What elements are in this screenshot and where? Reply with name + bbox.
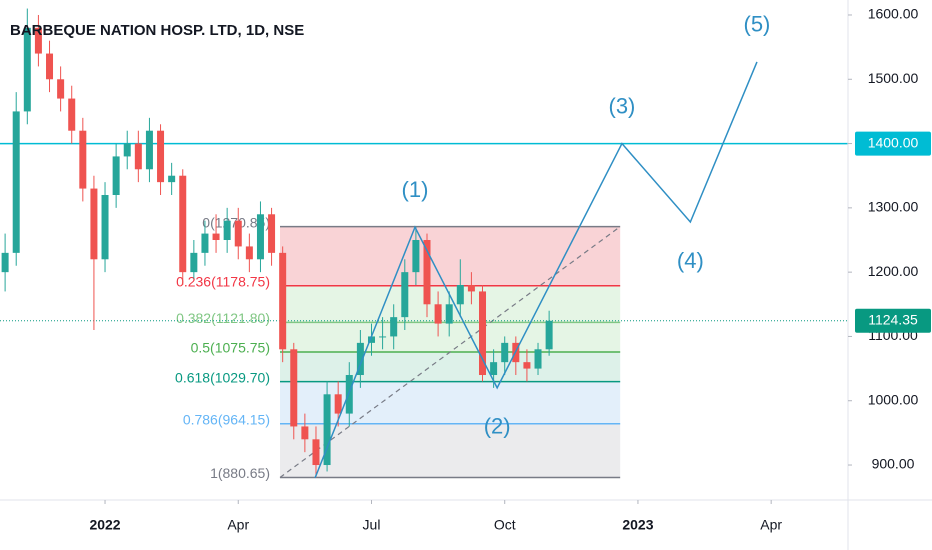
- candle-body: [12, 111, 20, 253]
- chart-title: BARBEQUE NATION HOSP. LTD, 1D, NSE: [10, 22, 304, 39]
- wave-label: (2): [484, 414, 511, 439]
- elliott-wave: [314, 61, 758, 479]
- candle-body: [168, 175, 176, 183]
- candle-body: [356, 342, 364, 376]
- candle-body: [212, 233, 220, 241]
- candle-body: [445, 304, 453, 324]
- fib-label: 1(880.65): [210, 465, 270, 481]
- candle-body: [90, 188, 98, 260]
- price-box-label: 1124.35: [868, 311, 918, 327]
- fib-label: 0.786(964.15): [183, 411, 270, 427]
- candle-body: [279, 252, 287, 350]
- candle-body: [345, 375, 353, 414]
- candle-body: [545, 320, 553, 350]
- candle-body: [112, 156, 120, 195]
- candle-body: [145, 130, 153, 170]
- candle-body: [501, 342, 509, 363]
- candle-body: [123, 143, 131, 157]
- candle-body: [523, 362, 531, 369]
- price-box-label: 1400.00: [868, 134, 919, 150]
- fib-zone: [280, 322, 621, 353]
- candle-body: [301, 426, 309, 440]
- candle-body: [68, 98, 76, 131]
- x-tick-label: Jul: [363, 517, 381, 533]
- x-tick-label: Apr: [760, 517, 782, 533]
- candle-body: [46, 53, 54, 80]
- candle-body: [57, 79, 65, 99]
- candle-body: [412, 240, 420, 273]
- wave-label: (4): [677, 248, 704, 273]
- fib-zone: [280, 352, 621, 382]
- fib-label: 0.382(1121.80): [176, 310, 270, 326]
- x-tick-label: 2023: [622, 517, 653, 533]
- y-tick-label: 1500.00: [868, 70, 919, 86]
- candle-body: [256, 214, 264, 260]
- fib-zone: [280, 423, 621, 478]
- wave-label: (3): [609, 93, 636, 118]
- y-tick-label: 1200.00: [868, 263, 919, 279]
- candle-body: [268, 214, 276, 253]
- candle-body: [323, 394, 331, 466]
- candle-body: [34, 27, 42, 54]
- candle-body: [1, 252, 9, 273]
- fib-zone: [280, 381, 621, 424]
- y-tick-label: 1300.00: [868, 199, 919, 215]
- candle-body: [490, 362, 498, 376]
- candle-body: [534, 349, 542, 369]
- candle-body: [290, 349, 298, 427]
- candle-body: [401, 272, 409, 318]
- x-tick-label: Apr: [227, 517, 249, 533]
- candle-body: [334, 394, 342, 414]
- candle-body: [234, 220, 242, 247]
- fib-trend: [279, 226, 621, 478]
- candle-body: [467, 285, 475, 292]
- candle-body: [479, 291, 487, 376]
- y-tick-label: 1600.00: [868, 6, 919, 22]
- candle-body: [79, 130, 87, 189]
- x-tick-label: Oct: [494, 517, 516, 533]
- candle-body: [223, 220, 231, 241]
- fib-label: 0.5(1075.75): [191, 340, 270, 356]
- fib-label: 0.236(1178.75): [176, 274, 270, 290]
- fib-label: 0.618(1029.70): [175, 369, 270, 385]
- candle-body: [23, 27, 31, 112]
- candle-body: [434, 304, 442, 324]
- candle-body: [190, 252, 198, 273]
- price-box: [855, 308, 931, 333]
- candle-body: [245, 246, 253, 260]
- wave-label: (5): [744, 12, 771, 37]
- plot-area: 0(1270.85)0.236(1178.75)0.382(1121.80)0.…: [0, 8, 848, 481]
- candle-body: [312, 439, 320, 466]
- candle-body: [157, 130, 165, 183]
- price-box: [855, 131, 931, 156]
- y-tick-label: 1000.00: [868, 391, 919, 407]
- candle-body: [390, 317, 398, 337]
- candle-body: [456, 285, 464, 305]
- candle-body: [101, 194, 109, 260]
- candle-body: [423, 240, 431, 305]
- wave-label: (1): [402, 177, 429, 202]
- candle-body: [367, 336, 375, 343]
- candle-body: [179, 175, 187, 273]
- candle-body: [201, 233, 209, 253]
- x-tick-label: 2022: [89, 517, 120, 533]
- y-tick-label: 900.00: [872, 456, 915, 472]
- candle-body: [379, 336, 387, 338]
- candle-body: [134, 143, 142, 170]
- fib-zone: [280, 226, 621, 286]
